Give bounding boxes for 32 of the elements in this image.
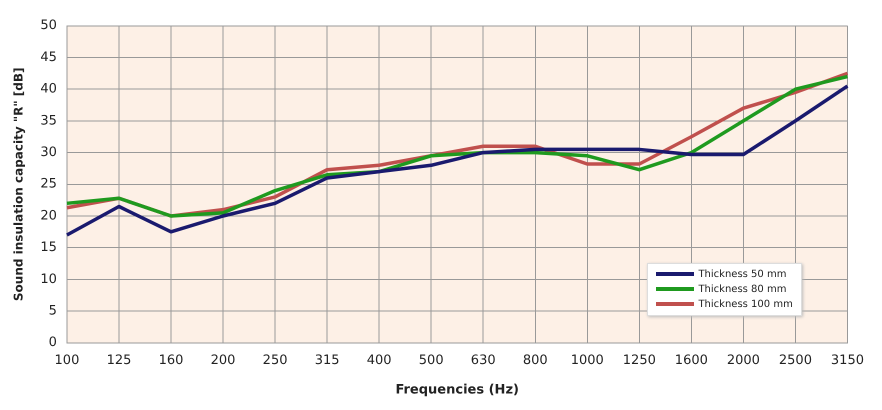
legend-label: Thickness 50 mm — [698, 268, 786, 280]
y-tick-label: 0 — [48, 335, 57, 350]
x-tick-label: 800 — [522, 352, 548, 368]
x-tick-label: 630 — [470, 352, 496, 368]
x-tick-label: 400 — [366, 352, 392, 368]
legend-label: Thickness 80 mm — [698, 284, 786, 295]
x-tick-label: 500 — [418, 352, 444, 368]
x-tick-label: 315 — [314, 352, 340, 368]
x-tick-label: 1000 — [570, 352, 604, 368]
x-tick-label: 250 — [262, 352, 288, 368]
x-tick-label: 200 — [210, 352, 236, 368]
y-tick-label: 45 — [40, 50, 57, 65]
x-tick-label: 100 — [54, 352, 80, 368]
legend-label: Thickness 100 mm — [698, 298, 793, 310]
y-tick-label: 50 — [40, 18, 57, 34]
y-tick-label: 40 — [40, 82, 57, 97]
y-axis-title: Sound insulation capacity "R" [dB] — [11, 67, 26, 302]
y-tick-label: 25 — [40, 176, 57, 192]
y-tick-label: 15 — [40, 240, 57, 256]
x-tick-label: 1250 — [622, 352, 656, 368]
y-tick-label: 10 — [40, 272, 57, 287]
y-tick-label: 20 — [40, 208, 57, 224]
x-axis-title: Frequencies (Hz) — [395, 382, 519, 398]
x-tick-label: 160 — [158, 352, 184, 368]
y-tick-label: 30 — [40, 144, 57, 160]
x-tick-label: 1600 — [674, 352, 708, 368]
x-tick-label: 2500 — [778, 352, 812, 368]
y-tick-label: 35 — [40, 113, 57, 128]
x-tick-label: 3150 — [830, 352, 864, 368]
x-tick-label: 125 — [106, 352, 132, 368]
y-tick-label: 5 — [48, 303, 57, 318]
x-tick-label: 2000 — [726, 352, 760, 368]
